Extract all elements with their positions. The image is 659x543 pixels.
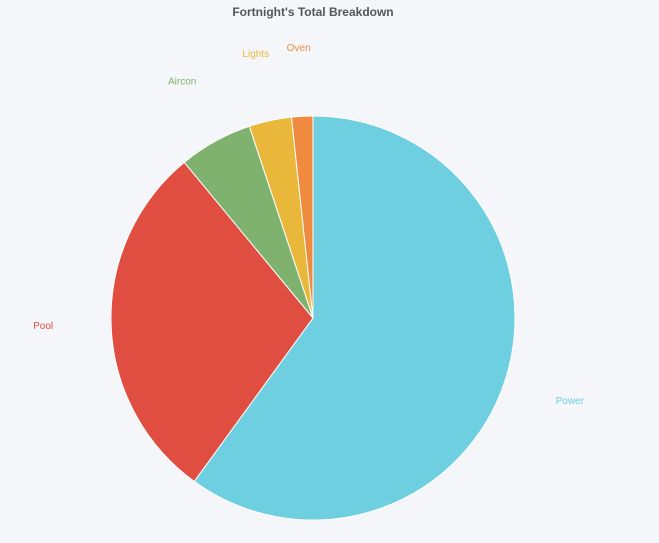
slice-label: Lights	[242, 49, 269, 60]
chart-title: Fortnight's Total Breakdown	[232, 5, 393, 19]
slice-label: Pool	[33, 321, 53, 332]
slice-label: Aircon	[168, 76, 196, 87]
pie-slice	[290, 115, 314, 319]
slice-label: Oven	[287, 43, 311, 54]
pie-slice	[110, 161, 314, 483]
pie-slice	[193, 115, 516, 521]
slice-label: Power	[556, 396, 585, 407]
